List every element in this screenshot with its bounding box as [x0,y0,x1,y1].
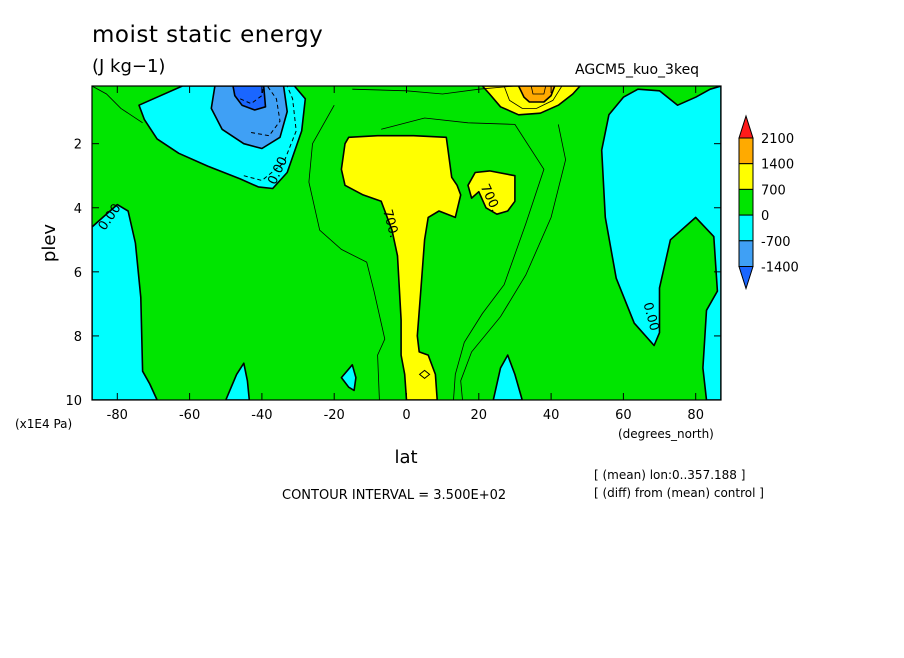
y-tick-label: 6 [74,266,82,281]
x-tick-label: 20 [471,408,488,423]
region-subtropical-patch-south [340,363,357,392]
contour-sh-upper-neg1050 [251,86,281,137]
x-tick-label: 40 [543,408,560,423]
colorbar-label: 0 [761,209,769,224]
chart-title: moist static energy [92,22,324,48]
colorbar-label: -1400 [761,261,799,276]
contour-sh-upper-350 [92,86,143,124]
contour-diamond [418,369,431,380]
x-tick-label: 80 [687,408,704,423]
colorbar-box [738,214,754,242]
colorbar-box [738,240,754,268]
region-sh-surface-patch [225,362,251,400]
contour-sh-upper-neg350 [243,86,297,182]
contour-lines [92,86,567,400]
contour-label-2: 700. [379,208,401,240]
region-tropical-positive [340,134,462,400]
contour-sh-upper-neg1750 [239,86,265,105]
contour-interval: CONTOUR INTERVAL = 3.500E+02 [282,488,507,503]
colorbar-label: 1400 [761,158,794,173]
x-axis-label: lat [394,447,417,468]
x-tick-label: 0 [402,408,410,423]
contour-tropical-350-west [308,105,386,400]
contour-nh-mid-350-a [460,124,567,400]
x-tick-label: -80 [107,408,128,423]
y-tick-label: 10 [65,394,82,409]
contour-upper-350-arc [352,86,515,95]
region-nh-upper-patch [467,170,516,215]
colorbar: 2100 1400 700 0 -700 -1400 [738,114,799,291]
colorbar-triangle-bottom [738,266,754,291]
region-sh-midlat-neg700 [210,86,289,150]
region-nh-polar-negative [600,86,721,400]
diff-note: [ (diff) from (mean) control ] [594,486,764,500]
x-tick-label: -60 [179,408,200,423]
colorbar-label: -700 [761,235,791,250]
colorbar-box [738,137,754,165]
x-tick-label: 60 [615,408,632,423]
contour-nh-upper-1050 [503,86,563,109]
y-axis-units: (x1E4 Pa) [15,417,72,431]
region-sh-midlat-neg1400 [232,86,267,111]
x-axis-units: (degrees_north) [618,427,714,441]
contour-nh-upper-1750 [530,86,547,95]
colorbar-label: 700 [761,183,786,198]
axes: -80 -60 -40 -20 0 20 40 60 80 2 4 6 8 10 lat (degrees_n… [15,85,722,468]
contour-tropical-350-east [381,117,545,400]
y-tick-label: 8 [74,330,82,345]
contour-label-4: 0.00 [640,301,662,333]
colorbar-triangle-top [738,114,754,139]
region-nh-surface-patch [492,354,524,400]
mean-note: [ (mean) lon:0..357.188 ] [594,468,746,482]
x-tick-label: -40 [251,408,272,423]
y-tick-label: 2 [74,138,82,153]
contour-fills [92,86,721,400]
y-tick-label: 4 [74,202,82,217]
chart-units: (J kg−1) [92,56,166,77]
x-tick-label: -20 [324,408,345,423]
colorbar-label: 2100 [761,132,794,147]
colorbar-box [738,188,754,216]
colorbar-box [738,163,754,190]
region-sh-polar-negative [92,203,158,400]
experiment-label: AGCM5_kuo_3keq [575,62,700,78]
y-axis-label: plev [39,224,60,263]
